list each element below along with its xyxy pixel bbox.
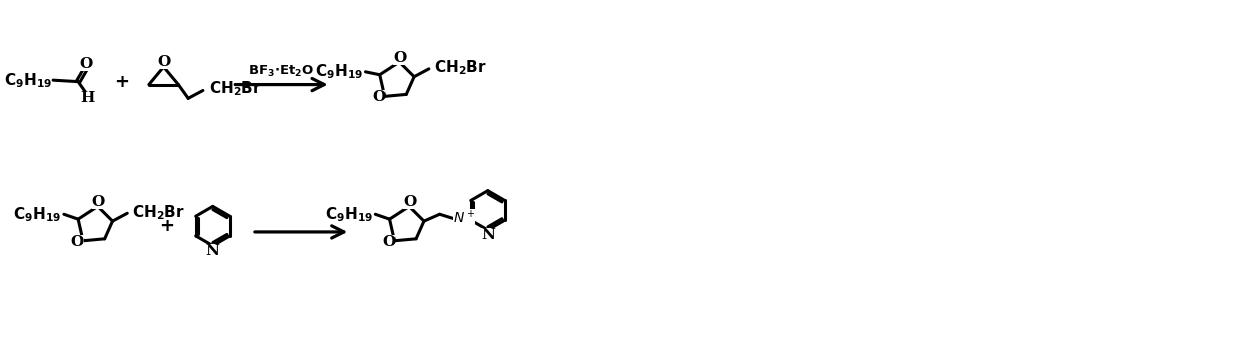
Text: $\mathbf{BF_3{\cdot}Et_2O}$: $\mathbf{BF_3{\cdot}Et_2O}$ xyxy=(248,64,315,79)
Text: +: + xyxy=(159,217,174,235)
Text: H: H xyxy=(81,91,94,105)
Text: O: O xyxy=(157,56,170,69)
Text: $N^+$: $N^+$ xyxy=(453,208,475,226)
Text: N: N xyxy=(206,244,219,258)
Text: O: O xyxy=(403,195,417,209)
Text: O: O xyxy=(92,195,105,209)
Text: $\mathbf{CH_2Br}$: $\mathbf{CH_2Br}$ xyxy=(133,203,185,221)
Text: O: O xyxy=(372,90,386,104)
Text: $\mathbf{CH_2Br}$: $\mathbf{CH_2Br}$ xyxy=(434,59,487,77)
Text: $\mathbf{C_9H_{19}}$: $\mathbf{C_9H_{19}}$ xyxy=(5,71,52,89)
Text: O: O xyxy=(393,51,407,65)
Text: +: + xyxy=(114,73,129,91)
Text: O: O xyxy=(382,235,396,249)
Text: $\mathbf{C_9H_{19}}$: $\mathbf{C_9H_{19}}$ xyxy=(325,205,373,224)
Text: O: O xyxy=(71,235,84,249)
Text: $\mathbf{C_9H_{19}}$: $\mathbf{C_9H_{19}}$ xyxy=(315,62,363,81)
Text: $\mathbf{CH_2Br}$: $\mathbf{CH_2Br}$ xyxy=(208,80,262,98)
Text: N: N xyxy=(481,228,495,242)
Text: $\mathbf{C_9H_{19}}$: $\mathbf{C_9H_{19}}$ xyxy=(14,205,62,224)
Text: O: O xyxy=(79,57,93,71)
